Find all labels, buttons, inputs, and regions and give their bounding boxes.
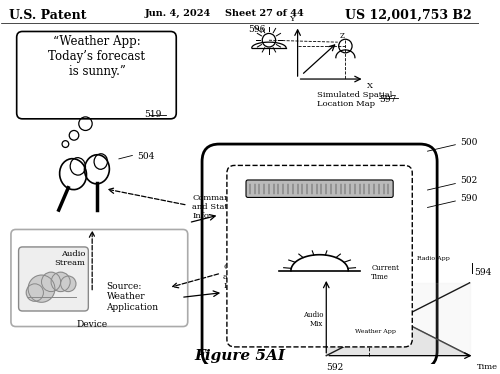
FancyBboxPatch shape	[16, 31, 176, 119]
Text: Current
Time: Current Time	[371, 264, 399, 281]
Text: U.S. Patent: U.S. Patent	[9, 9, 86, 22]
Circle shape	[28, 275, 55, 302]
Text: Commands
and Status
Info: Commands and Status Info	[192, 194, 240, 220]
Text: 504: 504	[137, 152, 154, 161]
Polygon shape	[326, 283, 470, 356]
Circle shape	[51, 272, 70, 292]
Polygon shape	[326, 283, 470, 356]
Text: Sheet 27 of 44: Sheet 27 of 44	[225, 9, 304, 18]
FancyBboxPatch shape	[11, 230, 188, 327]
Text: Figure 5AI: Figure 5AI	[195, 349, 286, 363]
Text: Jun. 4, 2024: Jun. 4, 2024	[145, 9, 212, 18]
Text: Y: Y	[289, 15, 294, 23]
Text: 502: 502	[460, 177, 477, 186]
Text: 590: 590	[460, 194, 477, 203]
Text: Weather App: Weather App	[355, 329, 396, 334]
Text: “Weather App:
Today’s forecast
is sunny.”: “Weather App: Today’s forecast is sunny.…	[48, 36, 146, 79]
FancyBboxPatch shape	[18, 247, 88, 311]
Text: X: X	[368, 82, 374, 90]
Text: Source:
Weather
Application: Source: Weather Application	[106, 282, 158, 312]
Text: US 12,001,753 B2: US 12,001,753 B2	[345, 9, 472, 22]
Text: Audio
Mix: Audio Mix	[303, 311, 324, 328]
Text: 596: 596	[248, 25, 266, 34]
Text: Audio
Stream: Audio Stream	[54, 250, 86, 267]
Circle shape	[26, 284, 44, 301]
Text: Commands
and Status
Info: Commands and Status Info	[223, 263, 270, 290]
FancyBboxPatch shape	[202, 144, 437, 368]
Text: 597: 597	[379, 95, 396, 104]
Text: Simulated Spatial
Location Map: Simulated Spatial Location Map	[316, 91, 392, 108]
Text: 519: 519	[144, 110, 162, 119]
Text: Time: Time	[478, 364, 498, 371]
Circle shape	[60, 276, 76, 292]
Text: 500: 500	[460, 138, 477, 147]
FancyBboxPatch shape	[246, 180, 393, 197]
Text: 592: 592	[326, 364, 344, 373]
FancyBboxPatch shape	[227, 165, 412, 347]
Text: Device: Device	[76, 320, 108, 329]
Text: Radio App: Radio App	[417, 256, 450, 261]
Text: Z: Z	[340, 32, 344, 40]
Circle shape	[42, 272, 60, 292]
Text: 594: 594	[474, 268, 492, 277]
